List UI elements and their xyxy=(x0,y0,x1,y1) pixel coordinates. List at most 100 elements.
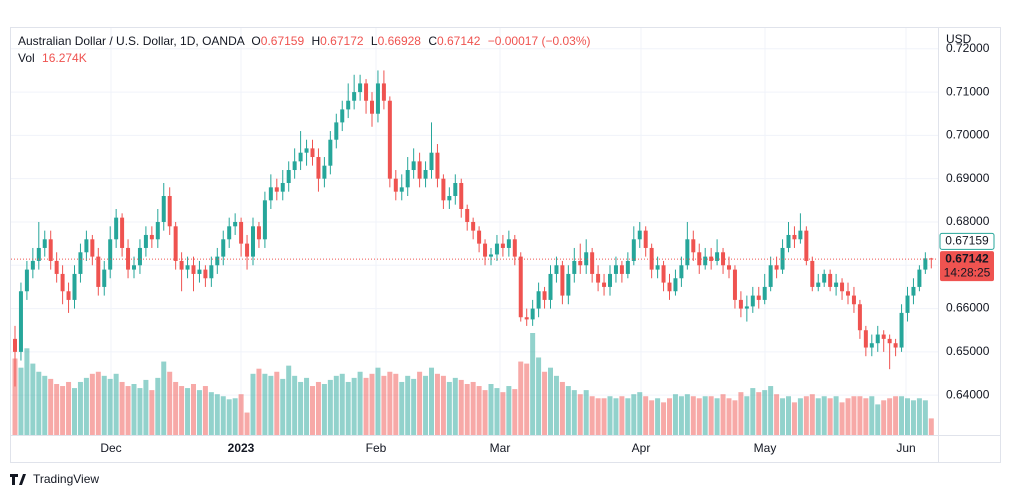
y-tick-label: 0.69000 xyxy=(946,171,990,185)
volume-bar xyxy=(244,412,250,435)
candle-body xyxy=(268,187,273,201)
ohlc-value: 0.67172 xyxy=(320,34,364,48)
legend-volume: Vol 16.274K xyxy=(18,51,87,65)
candle-body xyxy=(227,226,232,240)
volume-bar xyxy=(589,396,595,435)
volume-bar xyxy=(542,371,548,435)
volume-bar xyxy=(143,379,149,435)
candle-body xyxy=(381,83,386,101)
volume-bar xyxy=(494,388,500,435)
volume-bar xyxy=(60,386,66,435)
volume-bar xyxy=(922,400,928,435)
x-tick-label: Apr xyxy=(632,441,651,455)
x-tick-label: May xyxy=(754,441,777,455)
candle-body xyxy=(42,239,47,248)
candle-body xyxy=(828,273,833,287)
candle-body xyxy=(548,273,553,300)
candle-body xyxy=(459,183,464,209)
volume-bar xyxy=(637,392,643,435)
candle-body xyxy=(619,265,624,274)
volume-bar xyxy=(167,371,173,435)
candle-body xyxy=(209,265,214,279)
volume-bar xyxy=(202,386,208,435)
volume-bar xyxy=(780,398,786,435)
volume-bar xyxy=(351,377,357,435)
candle-body xyxy=(727,265,731,270)
candle-body xyxy=(500,243,505,248)
volume-bar xyxy=(756,392,762,435)
volume-bar xyxy=(137,388,143,435)
candle-body xyxy=(774,265,779,270)
volume-bar xyxy=(464,384,470,435)
candle-body xyxy=(191,265,196,274)
candle-body xyxy=(584,252,589,266)
candle-body xyxy=(834,282,839,287)
volume-bar xyxy=(440,375,446,435)
volume-bar xyxy=(72,388,77,435)
volume-bar xyxy=(559,381,565,435)
candle-body xyxy=(245,243,250,257)
axis-currency: USD xyxy=(946,32,972,46)
volume-bar xyxy=(720,394,726,435)
volume-bar xyxy=(250,373,256,435)
volume-bar xyxy=(208,392,214,435)
volume-bar xyxy=(833,396,839,435)
candle-body xyxy=(30,260,35,270)
volume-bar xyxy=(417,371,423,435)
volume-bar xyxy=(24,348,30,435)
candle-body xyxy=(233,221,238,227)
candle-body xyxy=(750,295,755,307)
volume-bar xyxy=(89,373,95,435)
candle-body xyxy=(405,170,410,188)
candle-body xyxy=(596,273,601,283)
candle-body xyxy=(274,187,279,192)
candle-body xyxy=(483,243,488,257)
last-price-tag xyxy=(940,251,994,282)
volume-bar xyxy=(161,361,167,435)
volume-bar xyxy=(613,398,619,435)
candle-body xyxy=(48,239,53,261)
candle-body xyxy=(286,170,291,184)
volume-bar xyxy=(125,386,131,435)
volume-bar xyxy=(625,398,631,435)
volume-bar xyxy=(327,379,333,435)
candle-body xyxy=(262,200,267,240)
y-tick-label: 0.71000 xyxy=(946,84,990,98)
candle-body xyxy=(649,247,654,270)
volume-bar xyxy=(899,396,905,435)
volume-bar xyxy=(292,375,298,435)
candle-body xyxy=(292,161,297,171)
volume-value: 16.274K xyxy=(42,51,87,65)
candle-body xyxy=(185,265,190,270)
volume-bar xyxy=(482,390,488,435)
y-tick-label: 0.66000 xyxy=(946,301,990,315)
candle-body xyxy=(167,195,172,227)
volume-bar xyxy=(470,381,476,435)
volume-bar xyxy=(66,381,72,435)
candle-body xyxy=(524,317,529,320)
candle-body xyxy=(917,269,922,287)
candle-body xyxy=(143,234,148,248)
volume-bar xyxy=(191,384,196,435)
volume-bar xyxy=(226,399,232,435)
volume-bar xyxy=(857,396,863,435)
candle-body xyxy=(875,334,880,344)
last-price-label: 0.67142 xyxy=(945,251,989,265)
candle-body xyxy=(631,239,636,261)
candle-body xyxy=(905,295,910,313)
volume-bar xyxy=(107,378,113,435)
candle-body xyxy=(340,109,345,123)
volume-bar xyxy=(381,375,387,435)
volume-bar xyxy=(738,392,744,435)
volume-bar xyxy=(750,388,756,435)
volume-bar xyxy=(607,396,613,435)
ohlc-label: C xyxy=(428,34,437,48)
candle-body xyxy=(756,295,761,300)
volume-bar xyxy=(821,396,827,435)
candle-body xyxy=(435,152,440,179)
candle-body xyxy=(518,256,523,318)
volume-bar xyxy=(512,389,518,435)
volume-bar xyxy=(185,388,191,435)
volume-bar xyxy=(54,384,60,435)
candle-body xyxy=(810,260,815,287)
